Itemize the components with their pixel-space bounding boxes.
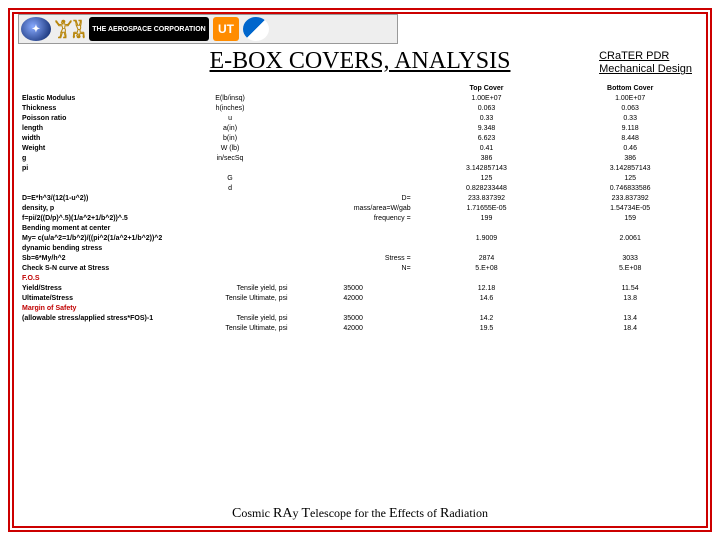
row-label: Yield/Stress — [18, 283, 168, 293]
row-label: Bending moment at center — [18, 223, 168, 233]
col-header-bottom: Bottom Cover — [558, 83, 702, 93]
row-value-bottom: 2.0061 — [558, 233, 702, 243]
row-value-bottom — [558, 303, 702, 313]
row-value-top: 199 — [415, 213, 559, 223]
people-icon: 𓀠𓀡 — [55, 17, 85, 41]
row-value-bottom — [558, 273, 702, 283]
row-value-bottom: 1.54734E-05 — [558, 203, 702, 213]
row-value-top: 3.142857143 — [415, 163, 559, 173]
row-value-top: 1.71655E-05 — [415, 203, 559, 213]
row-value-bottom: 3.142857143 — [558, 163, 702, 173]
row-value-top: 5.E+08 — [415, 263, 559, 273]
row-value-bottom: 386 — [558, 153, 702, 163]
row-label: Thickness — [18, 103, 168, 113]
row-value-top — [415, 223, 559, 233]
row-value-bottom: 8.448 — [558, 133, 702, 143]
row-value-bottom: 13.4 — [558, 313, 702, 323]
row-label: Ultimate/Stress — [18, 293, 168, 303]
row-value-top: 6.623 — [415, 133, 559, 143]
row-label: g — [18, 153, 168, 163]
row-value-top: 19.5 — [415, 323, 559, 333]
col-header-top: Top Cover — [415, 83, 559, 93]
row-label: Check S-N curve at Stress — [18, 263, 168, 273]
row-label: density, p — [18, 203, 168, 213]
row-value-bottom: 3033 — [558, 253, 702, 263]
footer-tagline: Cosmic RAy Telescope for the Effects of … — [8, 506, 712, 522]
row-value-top: 0.41 — [415, 143, 559, 153]
row-label: My= c(u/a^2=1/b^2)/((pi^2(1/a^2+1/b^2))^… — [18, 233, 168, 243]
ut-logo: UT — [213, 17, 239, 41]
row-value-bottom: 125 — [558, 173, 702, 183]
row-label: width — [18, 133, 168, 143]
row-value-top: 9.348 — [415, 123, 559, 133]
analysis-table: Top CoverBottom CoverElastic ModulusE(lb… — [18, 83, 702, 333]
row-value-bottom: 5.E+08 — [558, 263, 702, 273]
row-label: Weight — [18, 143, 168, 153]
row-value-top: 1.9009 — [415, 233, 559, 243]
row-value-bottom: 233.837392 — [558, 193, 702, 203]
row-value-bottom: 1.00E+07 — [558, 93, 702, 103]
row-value-top: 2874 — [415, 253, 559, 263]
row-value-top: 0.828233448 — [415, 183, 559, 193]
row-value-top: 1.00E+07 — [415, 93, 559, 103]
row-value-bottom: 11.54 — [558, 283, 702, 293]
row-value-bottom: 0.063 — [558, 103, 702, 113]
row-label — [18, 173, 168, 183]
row-label: Margin of Safety — [18, 303, 168, 313]
row-label: Elastic Modulus — [18, 93, 168, 103]
page-subtitle: CRaTER PDR Mechanical Design — [599, 50, 692, 76]
row-value-bottom — [558, 223, 702, 233]
row-value-top: 386 — [415, 153, 559, 163]
row-value-bottom: 13.8 — [558, 293, 702, 303]
row-label: Poisson ratio — [18, 113, 168, 123]
row-value-top: 14.6 — [415, 293, 559, 303]
row-label: (allowable stress/applied stress*FOS)-1 — [18, 313, 168, 323]
globe-icon: ✦ — [21, 17, 51, 41]
row-value-bottom — [558, 243, 702, 253]
row-value-bottom: 0.46 — [558, 143, 702, 153]
aerospace-logo: THE AEROSPACE CORPORATION — [89, 17, 209, 41]
row-label — [18, 323, 168, 333]
row-label: pi — [18, 163, 168, 173]
row-value-top — [415, 243, 559, 253]
row-label: dynamic bending stress — [18, 243, 168, 253]
row-value-top — [415, 273, 559, 283]
row-label: Sb=6*My/h^2 — [18, 253, 168, 263]
row-value-top: 14.2 — [415, 313, 559, 323]
row-value-top: 0.063 — [415, 103, 559, 113]
row-label: D=E*h^3/(12(1-u^2)) — [18, 193, 168, 203]
row-value-bottom: 159 — [558, 213, 702, 223]
row-value-bottom: 0.746833586 — [558, 183, 702, 193]
noaa-icon — [243, 17, 269, 41]
row-value-top — [415, 303, 559, 313]
row-label — [18, 183, 168, 193]
row-value-bottom: 9.118 — [558, 123, 702, 133]
row-value-top: 12.18 — [415, 283, 559, 293]
logo-bar: ✦ 𓀠𓀡 THE AEROSPACE CORPORATION UT — [18, 14, 398, 44]
row-value-top: 125 — [415, 173, 559, 183]
row-value-bottom: 0.33 — [558, 113, 702, 123]
row-label: F.O.S — [18, 273, 168, 283]
row-label: length — [18, 123, 168, 133]
row-label: f=pi/2((D/p)^.5)(1/a^2+1/b^2))^.5 — [18, 213, 168, 223]
row-value-top: 0.33 — [415, 113, 559, 123]
row-value-bottom: 18.4 — [558, 323, 702, 333]
page-title: E-BOX COVERS, ANALYSIS — [210, 48, 511, 75]
row-value-top: 233.837392 — [415, 193, 559, 203]
